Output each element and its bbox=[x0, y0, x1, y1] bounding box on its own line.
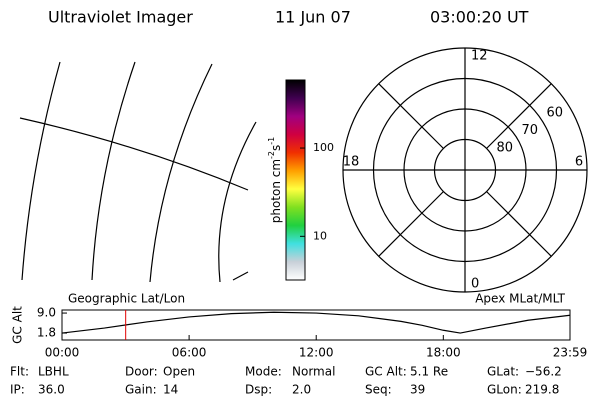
colorbar-label: photon cm-2s-1 bbox=[267, 137, 283, 224]
field-value: 5.1 Re bbox=[410, 365, 448, 379]
altitude-line bbox=[61, 311, 571, 334]
label-part: s bbox=[269, 145, 283, 151]
x-tick-label: 06:00 bbox=[172, 346, 207, 360]
field-value: LBHL bbox=[38, 365, 69, 379]
label-part: -2 bbox=[267, 151, 276, 159]
lat-label: 80 bbox=[497, 140, 514, 155]
mlt-label: 12 bbox=[471, 49, 488, 64]
field-label: GC Alt: bbox=[365, 365, 407, 379]
field-label: Seq: bbox=[365, 383, 392, 397]
outer-ring bbox=[342, 47, 588, 293]
geo-grid bbox=[19, 61, 257, 283]
instrument: Ultraviolet Imager bbox=[48, 8, 193, 27]
note: Apex MLat/MLT bbox=[475, 292, 565, 306]
field-value: Normal bbox=[292, 365, 335, 379]
field-value: 219.8 bbox=[525, 383, 559, 397]
mlt-label: 6 bbox=[575, 155, 583, 170]
note: Geographic Lat/Lon bbox=[68, 292, 185, 306]
ring bbox=[372, 77, 558, 263]
field-label: GLon: bbox=[487, 383, 522, 397]
field-label: Dsp: bbox=[245, 383, 272, 397]
y-label: GC Alt bbox=[11, 306, 25, 344]
polar-spokes bbox=[343, 48, 587, 292]
label-part: photon cm bbox=[269, 159, 283, 223]
x-tick-label: 00:00 bbox=[45, 346, 80, 360]
field-label: Mode: bbox=[245, 365, 282, 379]
field-value: 2.0 bbox=[292, 383, 311, 397]
label-part: -1 bbox=[267, 137, 276, 145]
field-value: Open bbox=[163, 365, 195, 379]
time: 03:00:20 UT bbox=[430, 8, 529, 27]
mlt-label: 0 bbox=[471, 277, 479, 292]
y-tick-label: 1.8 bbox=[37, 326, 56, 340]
ring bbox=[403, 108, 527, 232]
field-value: 39 bbox=[410, 383, 425, 397]
field-label: IP: bbox=[10, 383, 25, 397]
y-tick-label: 9.0 bbox=[37, 306, 56, 320]
lat-label: 60 bbox=[547, 105, 564, 120]
lat-label: 70 bbox=[522, 123, 539, 138]
x-tick-label: 23:59 bbox=[553, 346, 588, 360]
x-tick-label: 12:00 bbox=[299, 346, 334, 360]
field-label: Door: bbox=[125, 365, 158, 379]
field-value: 14 bbox=[163, 383, 178, 397]
altitude-plot: Geographic Lat/Lon Apex MLat/MLT GC Alt 9.0… bbox=[11, 292, 588, 360]
date: 11 Jun 07 bbox=[275, 8, 351, 27]
x-tick-label: 18:00 bbox=[426, 346, 461, 360]
field-value: 36.0 bbox=[38, 383, 65, 397]
mlt-label: 18 bbox=[343, 155, 360, 170]
footer: Flt: LBHL Door: Open Mode: Normal GC Alt: 5.1 R… bbox=[10, 365, 562, 397]
field-value: −56.2 bbox=[525, 365, 562, 379]
ring bbox=[433, 138, 497, 202]
tick-label: 100 bbox=[313, 141, 334, 154]
colorbar: 10 100 photon cm-2s-1 bbox=[267, 79, 334, 281]
field-label: GLat: bbox=[487, 365, 519, 379]
field-label: Flt: bbox=[10, 365, 29, 379]
field-label: Gain: bbox=[125, 383, 157, 397]
colorbar-fill bbox=[285, 79, 306, 281]
tick-label: 10 bbox=[313, 229, 327, 242]
